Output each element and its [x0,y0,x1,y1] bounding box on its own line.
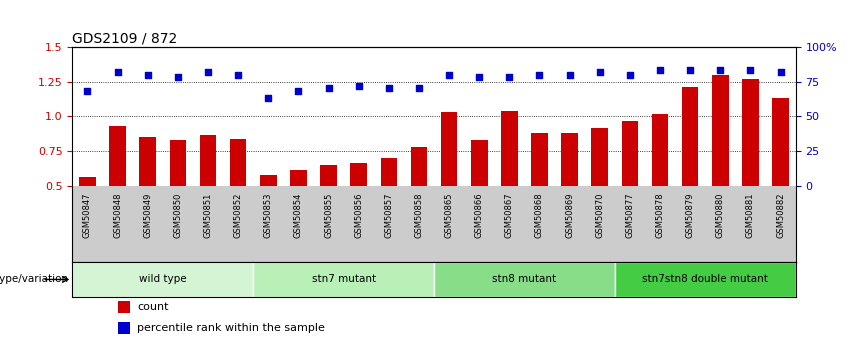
Point [81,89,94,94]
Point [654,68,667,73]
Point [774,69,787,75]
Text: GSM50881: GSM50881 [746,193,755,238]
Point [382,86,396,91]
Bar [140,137,156,256]
Text: GSM50855: GSM50855 [324,193,333,238]
Text: GSM50879: GSM50879 [686,193,694,238]
Text: GSM50857: GSM50857 [385,193,393,238]
Bar [79,177,95,256]
Text: GSM50854: GSM50854 [294,193,303,238]
Text: genotype/variation: genotype/variation [0,275,68,284]
Text: count: count [137,302,168,312]
Text: GSM50852: GSM50852 [234,193,243,238]
Point [593,69,607,75]
Bar [773,98,789,256]
Point [141,72,155,77]
Point [351,83,365,88]
Text: GSM50865: GSM50865 [444,193,454,238]
Text: GSM50869: GSM50869 [565,193,574,238]
Bar [591,128,608,256]
Bar [441,112,457,256]
Point [472,75,486,80]
Point [322,86,335,91]
Text: GSM50867: GSM50867 [505,193,514,238]
Bar [471,140,488,256]
Text: GSM50856: GSM50856 [354,193,363,238]
Point [231,72,245,77]
Text: GSM50870: GSM50870 [596,193,604,238]
Bar [682,87,699,256]
Bar [742,79,759,256]
Text: GSM50847: GSM50847 [83,193,92,238]
Bar [320,165,337,256]
Text: GSM50878: GSM50878 [655,193,665,238]
Bar [254,262,434,297]
Text: GSM50853: GSM50853 [264,193,272,238]
Bar [652,114,668,256]
Bar [230,139,247,256]
Bar [712,75,728,256]
Bar [380,158,397,256]
Point [443,72,456,77]
Text: GSM50880: GSM50880 [716,193,725,238]
Text: GSM50850: GSM50850 [174,193,182,238]
Point [563,72,576,77]
Bar [351,162,367,256]
Point [201,69,214,75]
Text: GSM50858: GSM50858 [414,193,424,238]
Bar [117,322,129,334]
Bar [562,133,578,256]
Bar [621,121,638,256]
Text: GSM50877: GSM50877 [625,193,634,238]
Bar [434,262,614,297]
Point [683,68,697,73]
Text: stn7 mutant: stn7 mutant [311,275,375,284]
Point [623,72,637,77]
Text: GSM50849: GSM50849 [143,193,152,238]
Bar [260,175,277,256]
Bar [411,147,427,256]
Point [111,69,124,75]
Text: GSM50868: GSM50868 [535,193,544,238]
Text: stn8 mutant: stn8 mutant [493,275,557,284]
Point [713,68,727,73]
Bar [614,262,796,297]
Bar [72,262,254,297]
Point [292,89,306,94]
Bar [200,135,216,256]
Text: stn7stn8 double mutant: stn7stn8 double mutant [643,275,768,284]
Text: GSM50848: GSM50848 [113,193,122,238]
Text: wild type: wild type [139,275,186,284]
Text: GSM50851: GSM50851 [203,193,213,238]
Bar [117,301,129,313]
Point [171,75,185,80]
Bar [290,169,306,256]
Text: GSM50866: GSM50866 [475,193,483,238]
Bar [531,133,548,256]
Point [412,86,426,91]
Text: GSM50882: GSM50882 [776,193,785,238]
Point [503,75,517,80]
Bar [169,140,186,256]
Text: GDS2109 / 872: GDS2109 / 872 [72,31,178,46]
Point [744,68,757,73]
Text: percentile rank within the sample: percentile rank within the sample [137,323,325,333]
Point [533,72,546,77]
Bar [109,126,126,256]
Point [261,96,275,101]
Bar [501,111,517,256]
